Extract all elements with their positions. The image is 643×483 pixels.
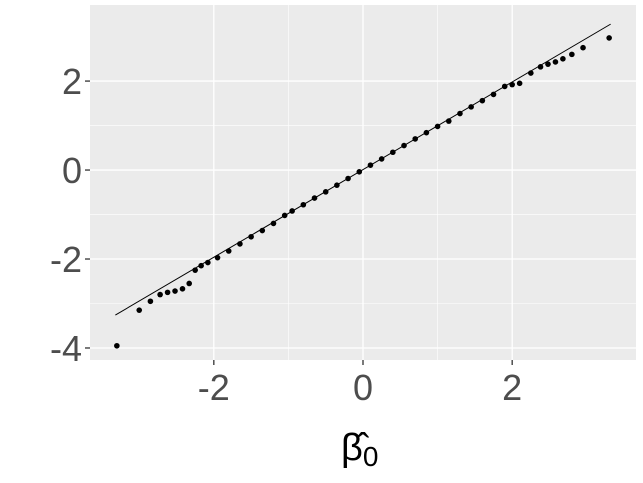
point — [390, 149, 396, 156]
point — [378, 156, 385, 162]
point — [136, 307, 143, 313]
point — [147, 298, 154, 305]
x-tick-label: 2 — [502, 367, 522, 408]
y-tick-label: 0 — [62, 150, 82, 191]
point — [172, 288, 178, 294]
point — [412, 136, 419, 142]
point — [164, 289, 171, 296]
point — [468, 104, 474, 110]
point — [270, 220, 277, 227]
x-tick-label: -2 — [198, 367, 230, 408]
point — [509, 81, 515, 88]
point — [214, 254, 221, 261]
point — [205, 259, 211, 266]
point — [157, 291, 163, 298]
y-tick-label: -4 — [50, 328, 82, 369]
marks — [114, 23, 612, 349]
point — [501, 83, 508, 90]
point — [322, 189, 329, 195]
point — [334, 182, 340, 188]
point — [516, 80, 523, 87]
point — [237, 241, 243, 247]
point — [114, 342, 120, 349]
point — [259, 227, 266, 234]
point — [248, 233, 254, 240]
point — [186, 280, 193, 287]
point — [401, 142, 407, 149]
point — [289, 208, 295, 214]
point — [580, 44, 586, 51]
point — [434, 123, 441, 130]
point — [356, 169, 363, 175]
x-axis-title: β̂0 — [341, 427, 378, 472]
point — [179, 286, 186, 292]
point — [345, 175, 351, 182]
point — [569, 51, 575, 58]
point — [225, 248, 232, 254]
point — [445, 118, 452, 124]
point — [281, 212, 288, 219]
point — [552, 59, 559, 65]
point — [479, 97, 486, 104]
point — [457, 110, 463, 117]
point — [545, 61, 551, 67]
point — [367, 162, 374, 168]
point — [423, 129, 430, 136]
y-tick-label: 2 — [62, 61, 82, 102]
point — [198, 262, 204, 269]
point — [528, 70, 534, 76]
y-tick-label: -2 — [50, 239, 82, 280]
point — [606, 35, 612, 41]
x-tick-label: 0 — [353, 367, 373, 408]
point — [300, 201, 307, 208]
point — [192, 267, 198, 273]
point — [490, 91, 497, 98]
point — [311, 195, 318, 201]
point — [560, 56, 566, 62]
point — [537, 64, 544, 70]
x-axis-subscript: 0 — [363, 441, 379, 472]
